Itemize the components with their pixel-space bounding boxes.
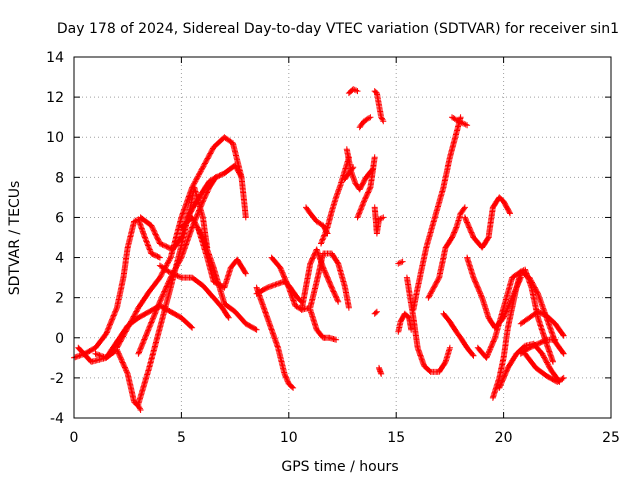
marker-path [318,154,352,247]
series-track-al [496,340,563,391]
series-track-n [298,246,342,313]
series-track-k [253,284,297,391]
series-track-m [268,250,352,313]
x-tick-label: 0 [70,430,79,446]
marker-path [395,310,415,335]
series-track-t [345,86,361,97]
marker-path [410,114,464,313]
marker-path [522,350,567,385]
marker-path [496,340,563,391]
series-track-z [371,308,380,317]
y-tick-label: 4 [55,251,64,267]
x-axis-ticks: 0 5 10 15 20 25 [70,57,620,446]
marker-path [371,204,387,237]
marker-path [345,86,361,97]
series-track-q [318,154,352,247]
y-tick-label: -4 [50,411,64,427]
plot-frame [73,56,612,419]
y-axis-label: SDTVAR / TECUs [7,181,23,296]
marker-path [356,114,374,131]
marker-path [517,308,567,339]
y-tick-label: 2 [55,291,64,307]
series-track-ad [410,114,464,313]
y-tick-label: 10 [46,130,64,146]
series-track-y [376,364,385,377]
marker-path [307,306,340,343]
y-tick-label: 8 [55,170,64,186]
marker-path [195,226,249,291]
series-track-g [156,262,232,321]
series-track-s [341,164,357,183]
series-track-o [307,306,340,343]
y-tick-label: 14 [46,50,64,66]
data-markers [71,86,567,413]
marker-path [449,114,471,129]
series-track-ao [522,350,567,385]
marker-path [354,154,378,221]
marker-path [156,262,232,321]
marker-path [298,246,342,313]
marker-path [461,194,513,251]
series-track-an [517,336,559,357]
marker-path [268,250,352,313]
x-tick-label: 15 [387,430,405,446]
marker-path [425,204,468,301]
series-track-ab [395,310,415,335]
y-tick-label: 0 [55,331,64,347]
y-tick-label: 6 [55,210,64,226]
series-track-v [354,154,378,221]
series-track-am [517,308,567,339]
y-tick-label: 12 [46,90,64,106]
series-track-j [195,226,249,291]
x-tick-label: 20 [495,430,513,446]
marker-path [376,364,385,377]
marker-path [371,308,380,317]
series-track-u [356,114,374,131]
series-track-af [440,310,477,359]
series-track-aa [395,258,406,267]
series-track-ag [449,114,471,129]
marker-path [371,88,387,125]
marker-path [253,284,297,391]
series-track-x [371,204,387,237]
y-tick-label: -2 [50,371,64,387]
series-track-ae [425,204,468,301]
series-track-h [92,302,196,361]
series-track-w [371,88,387,125]
x-tick-label: 25 [602,430,620,446]
x-tick-label: 10 [280,430,298,446]
marker-path [92,302,196,361]
marker-path [517,336,559,357]
x-tick-label: 5 [177,430,186,446]
chart-title: Day 178 of 2024, Sidereal Day-to-day VTE… [57,21,619,37]
y-axis-ticks: -4 -2 0 2 4 6 8 10 12 14 [46,50,611,427]
marker-path [440,310,477,359]
series-track-ah [461,194,513,251]
marker-path [341,164,357,183]
x-axis-label: GPS time / hours [281,459,398,475]
marker-path [395,258,406,267]
